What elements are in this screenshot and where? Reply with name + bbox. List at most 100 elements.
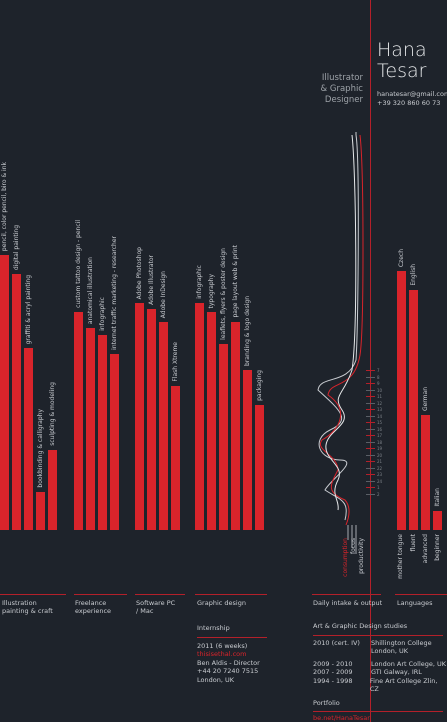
level-mother-tongue: mother tongue xyxy=(397,534,404,579)
skill-bar xyxy=(231,322,240,530)
studies-title: Art & Graphic Design studies xyxy=(313,622,408,630)
hour-tick xyxy=(366,467,375,469)
hour-tick xyxy=(366,461,375,462)
skill-label: Flash Xtreme xyxy=(172,342,179,382)
category-software: Software PC / Mac xyxy=(136,599,176,615)
legend-productivity: productivity xyxy=(358,538,365,574)
hour-tick xyxy=(366,435,375,436)
category-daily: Daily intake & output xyxy=(313,599,383,607)
skill-bar xyxy=(86,328,95,530)
hour-tick xyxy=(366,441,375,443)
study-place: GTI Galway, IRL xyxy=(371,668,422,676)
study-year: 2007 - 2009 xyxy=(313,668,353,676)
study-row: 2009 - 2010 London Art College, UK xyxy=(313,660,447,669)
hour-label: 22 xyxy=(377,465,383,471)
skill-bar xyxy=(433,511,442,530)
curve-stems xyxy=(347,525,357,554)
level-fluent: fluent xyxy=(410,534,417,552)
hour-label: 13 xyxy=(377,407,383,412)
skill-bar xyxy=(98,335,107,530)
hour-tick xyxy=(366,389,375,391)
category-languages: Languages xyxy=(397,599,433,607)
hour-tick xyxy=(366,454,375,456)
skill-label: anatomical illustration xyxy=(87,256,94,324)
skill-label: digital painting xyxy=(13,224,20,270)
hour-tick xyxy=(366,402,375,404)
role-line: Illustrator xyxy=(321,73,363,83)
study-place: London Art College, UK xyxy=(371,659,447,668)
hour-label: 20 xyxy=(377,452,383,458)
skill-label: custom tattoo design - pencil xyxy=(75,220,82,308)
study-row: 2007 - 2009 GTI Galway, IRL xyxy=(313,668,447,677)
skill-label: English xyxy=(410,264,417,286)
skill-bar xyxy=(12,274,21,530)
hour-tick xyxy=(366,376,375,378)
internship-mentor: Ben Aldis - Director xyxy=(197,658,260,667)
skill-bar xyxy=(421,415,430,530)
hour-tick xyxy=(366,480,375,482)
study-year xyxy=(313,647,371,656)
hour-label: 23 xyxy=(377,472,383,477)
internship-phone: +44 20 7240 7515 xyxy=(197,667,259,675)
skill-bar xyxy=(24,348,33,530)
study-year: 1994 - 1998 xyxy=(313,676,353,685)
hour-tick xyxy=(366,474,375,475)
skill-label: Adobe Photoshop xyxy=(136,246,143,299)
study-year: 2009 - 2010 xyxy=(313,659,353,668)
portfolio-section: Portfolio be.net/HanaTesar xyxy=(313,699,447,722)
axis-line xyxy=(195,594,267,595)
study-place: Shillington College xyxy=(371,638,432,647)
study-place: London, UK xyxy=(371,647,408,655)
skill-label: typography xyxy=(208,273,215,309)
skill-bar xyxy=(74,312,83,530)
hour-label: 2 xyxy=(377,491,380,497)
hour-label: 16 xyxy=(377,426,383,432)
hour-tick xyxy=(366,396,375,397)
skill-bar xyxy=(207,312,216,530)
hour-tick xyxy=(366,415,375,417)
hour-label: 21 xyxy=(377,459,383,464)
skill-bar xyxy=(219,344,228,530)
hour-tick xyxy=(366,422,375,423)
skill-bar xyxy=(397,271,406,530)
skill-bar xyxy=(36,492,45,530)
skill-label: branding & logo design xyxy=(244,296,251,366)
role-line: Designer xyxy=(324,95,363,105)
first-name: Hana xyxy=(377,39,427,61)
axis-line xyxy=(395,594,447,595)
hour-label: 18 xyxy=(377,439,383,445)
hour-label: 10 xyxy=(377,387,383,393)
hour-label: 8 xyxy=(377,374,380,380)
email[interactable]: hanatesar@gmail.com xyxy=(377,90,447,98)
skill-bar xyxy=(409,290,418,530)
hour-label: 17 xyxy=(377,433,383,438)
person-name: Hana Tesar xyxy=(377,40,427,82)
study-year: 2010 (cert. IV) xyxy=(313,638,360,647)
skill-bar xyxy=(147,309,156,530)
skill-label: internet traffic marketing - researcher xyxy=(111,236,118,350)
internship-section: Internship 2011 (6 weeks) thisisethal.co… xyxy=(197,624,267,684)
skill-label: infographic xyxy=(99,297,106,331)
level-advanced: advanced xyxy=(422,534,429,564)
hour-label: 7 xyxy=(377,368,380,373)
category-illustration: Illustration painting & craft xyxy=(2,599,53,615)
internship-company-link[interactable]: thisisethal.com xyxy=(197,650,247,658)
skill-label: page layout web & print xyxy=(232,245,239,318)
hour-tick xyxy=(366,493,375,495)
hour-tick xyxy=(366,448,375,449)
internship-title: Internship xyxy=(197,624,230,632)
internship-city: London, UK xyxy=(197,675,234,684)
portfolio-link[interactable]: be.net/HanaTesar xyxy=(313,713,370,722)
legend-focus: focus xyxy=(350,538,357,555)
studies-section: Art & Graphic Design studies 2010 (cert.… xyxy=(313,622,447,694)
skill-label: Italian xyxy=(434,488,441,507)
hour-label: 11 xyxy=(377,394,383,399)
skill-label: packaging xyxy=(256,370,263,401)
axis-line xyxy=(0,594,66,595)
level-beginner: beginner xyxy=(434,534,441,561)
study-place: Fine Art College Zlin, CZ xyxy=(369,676,438,694)
hour-label: 14 xyxy=(377,413,383,419)
internship-year: 2011 (6 weeks) xyxy=(197,641,248,650)
skill-label: Adobe InDesign xyxy=(160,270,167,318)
hour-label: 19 xyxy=(377,446,383,451)
